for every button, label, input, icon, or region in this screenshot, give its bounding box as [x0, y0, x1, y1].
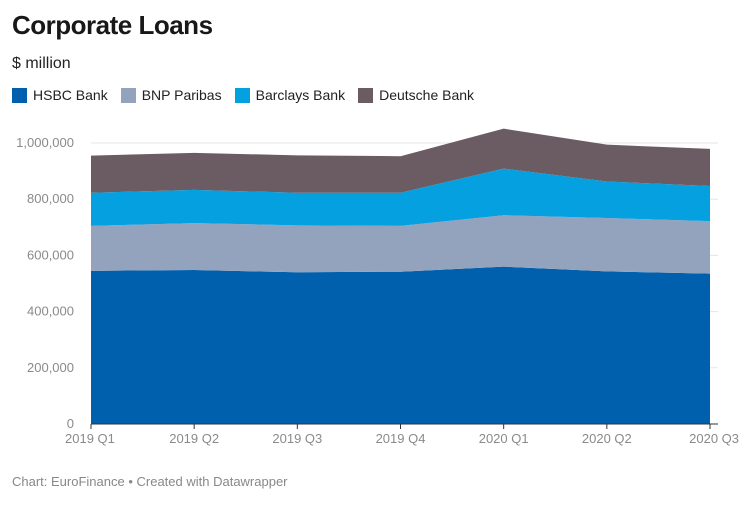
chart-subtitle: $ million	[12, 55, 71, 72]
area-series-bnp-paribas	[91, 215, 710, 274]
legend-swatch-hsbc	[12, 87, 27, 103]
legend-item-hsbc: HSBC Bank	[12, 87, 108, 103]
x-tick-label: 2019 Q4	[376, 431, 426, 446]
x-tick-label: 2019 Q3	[272, 431, 322, 446]
y-tick-label: 400,000	[27, 304, 74, 319]
legend-label-bnp: BNP Paribas	[141, 87, 222, 103]
y-tick-label: 600,000	[27, 247, 74, 262]
x-tick-label: 2019 Q1	[65, 431, 115, 446]
legend-swatch-deutsche	[358, 87, 374, 103]
y-tick-label: 0	[67, 416, 74, 431]
legend-label-deutsche: Deutsche Bank	[379, 87, 475, 103]
area-series-hsbc-bank	[91, 266, 710, 424]
y-tick-label: 1,000,000	[16, 135, 74, 150]
legend-swatch-bnp	[120, 87, 136, 103]
legend-item-barclays: Barclays Bank	[234, 87, 346, 103]
y-tick-label: 200,000	[27, 360, 74, 375]
x-tick-label: 2020 Q3	[689, 431, 739, 446]
y-tick-label: 800,000	[27, 191, 74, 206]
legend-label-hsbc: HSBC Bank	[33, 87, 108, 103]
legend-item-deutsche: Deutsche Bank	[358, 87, 474, 103]
x-tick-label: 2020 Q2	[582, 431, 632, 446]
legend-swatch-barclays	[234, 87, 250, 103]
legend-label-barclays: Barclays Bank	[255, 87, 346, 103]
x-tick-label: 2020 Q1	[479, 431, 529, 446]
legend-item-bnp: BNP Paribas	[120, 87, 222, 103]
area-series-barclays-bank	[91, 168, 710, 226]
chart-title: Corporate Loans	[12, 10, 213, 40]
area-series-deutsche-bank	[91, 128, 710, 193]
x-tick-label: 2019 Q2	[169, 431, 219, 446]
legend: HSBC Bank BNP Paribas Barclays Bank Deut…	[12, 87, 487, 103]
chart-credit: Chart: EuroFinance • Created with Datawr…	[12, 474, 288, 489]
